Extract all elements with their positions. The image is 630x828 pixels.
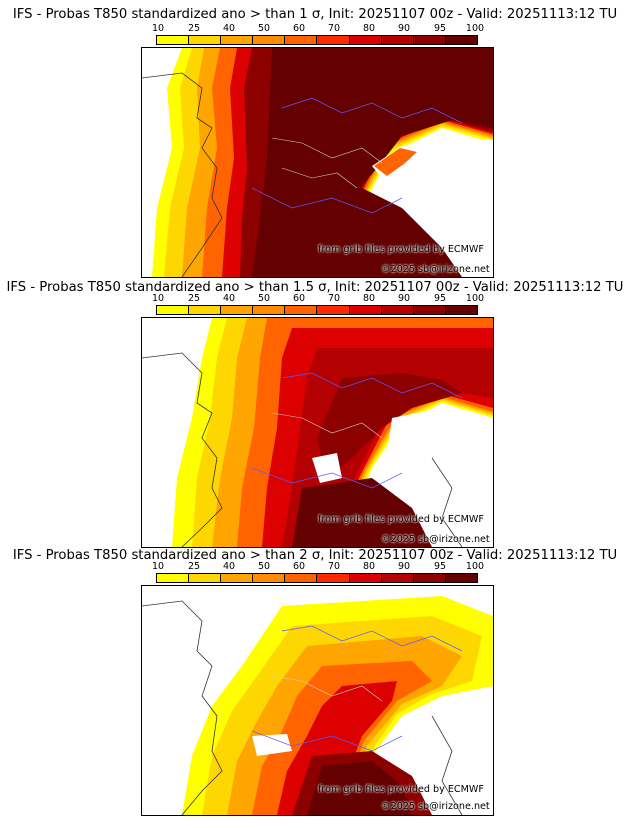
colorbar-segment <box>253 36 286 44</box>
colorbar-segment <box>349 36 382 44</box>
colorbar-segment <box>413 306 446 314</box>
colorbar-tick: 10 <box>151 561 165 572</box>
colorbar-tick: 10 <box>151 293 165 304</box>
colorbar-tick: 80 <box>362 561 376 572</box>
colorbar-tick: 90 <box>397 561 411 572</box>
colorbar-tick: 40 <box>222 561 236 572</box>
colorbar-segment <box>445 306 477 314</box>
credit-copyright: ©2025 sb@irizone.net <box>381 264 490 275</box>
panel-1: IFS - Probas T850 standardized ano > tha… <box>0 0 630 278</box>
colorbar-segment <box>189 306 222 314</box>
probability-map <box>141 585 494 816</box>
colorbar-tick: 100 <box>465 293 485 304</box>
colorbar-tick: 90 <box>397 293 411 304</box>
colorbar-tick: 10 <box>151 23 165 34</box>
colorbar-tick: 50 <box>257 293 271 304</box>
colorbar-segment <box>381 306 414 314</box>
colorbar-segment <box>349 574 382 582</box>
colorbar-tick: 95 <box>433 561 447 572</box>
colorbar-segment <box>189 36 222 44</box>
colorbar-segment <box>285 36 318 44</box>
colorbar-segment <box>413 36 446 44</box>
colorbar-segment <box>285 306 318 314</box>
colorbar-segment <box>349 306 382 314</box>
panel-2: IFS - Probas T850 standardized ano > tha… <box>0 278 630 548</box>
colorbar-segment <box>317 36 350 44</box>
colorbar-segment <box>317 306 350 314</box>
colorbar-tick: 40 <box>222 23 236 34</box>
credit-source: from grib files provided by ECMWF <box>318 244 484 255</box>
colorbar-tick: 25 <box>187 561 201 572</box>
panel-title: IFS - Probas T850 standardized ano > tha… <box>12 7 618 22</box>
colorbar-segment <box>381 36 414 44</box>
colorbar-tick: 80 <box>362 23 376 34</box>
probability-map <box>141 47 494 278</box>
colorbar-segment <box>445 574 477 582</box>
colorbar-tick: 95 <box>433 293 447 304</box>
map-canvas <box>142 586 493 815</box>
colorbar-segment <box>317 574 350 582</box>
colorbar-tick: 50 <box>257 561 271 572</box>
colorbar-tick: 90 <box>397 23 411 34</box>
colorbar-segment <box>189 574 222 582</box>
panel-3: IFS - Probas T850 standardized ano > tha… <box>0 548 630 828</box>
colorbar-segment <box>221 306 254 314</box>
colorbar-segment <box>221 36 254 44</box>
probability-map <box>141 317 494 548</box>
colorbar-segment <box>221 574 254 582</box>
credit-copyright: ©2025 sb@irizone.net <box>381 534 490 545</box>
credit-copyright: ©2025 sb@irizone.net <box>381 801 490 812</box>
map-canvas <box>142 318 493 547</box>
panel-title: IFS - Probas T850 standardized ano > tha… <box>12 548 618 563</box>
colorbar-tick: 95 <box>433 23 447 34</box>
colorbar-tick: 60 <box>292 23 306 34</box>
colorbar-tick: 70 <box>327 561 341 572</box>
colorbar-tick: 25 <box>187 293 201 304</box>
map-canvas <box>142 48 493 277</box>
credit-source: from grib files provided by ECMWF <box>318 514 484 525</box>
credit-source: from grib files provided by ECMWF <box>318 784 484 795</box>
colorbar-segment <box>157 574 190 582</box>
colorbar <box>156 305 478 315</box>
colorbar-segment <box>381 574 414 582</box>
colorbar-segment <box>285 574 318 582</box>
colorbar-tick: 100 <box>465 561 485 572</box>
colorbar <box>156 35 478 45</box>
colorbar-segment <box>157 306 190 314</box>
panel-title: IFS - Probas T850 standardized ano > tha… <box>6 280 624 295</box>
colorbar-tick: 25 <box>187 23 201 34</box>
colorbar-tick: 70 <box>327 293 341 304</box>
colorbar-tick: 60 <box>292 561 306 572</box>
colorbar <box>156 573 478 583</box>
colorbar-segment <box>253 574 286 582</box>
colorbar-segment <box>157 36 190 44</box>
colorbar-tick: 80 <box>362 293 376 304</box>
colorbar-segment <box>445 36 477 44</box>
colorbar-tick: 40 <box>222 293 236 304</box>
colorbar-tick: 50 <box>257 23 271 34</box>
colorbar-tick: 100 <box>465 23 485 34</box>
colorbar-tick: 70 <box>327 23 341 34</box>
colorbar-segment <box>413 574 446 582</box>
colorbar-segment <box>253 306 286 314</box>
colorbar-tick: 60 <box>292 293 306 304</box>
